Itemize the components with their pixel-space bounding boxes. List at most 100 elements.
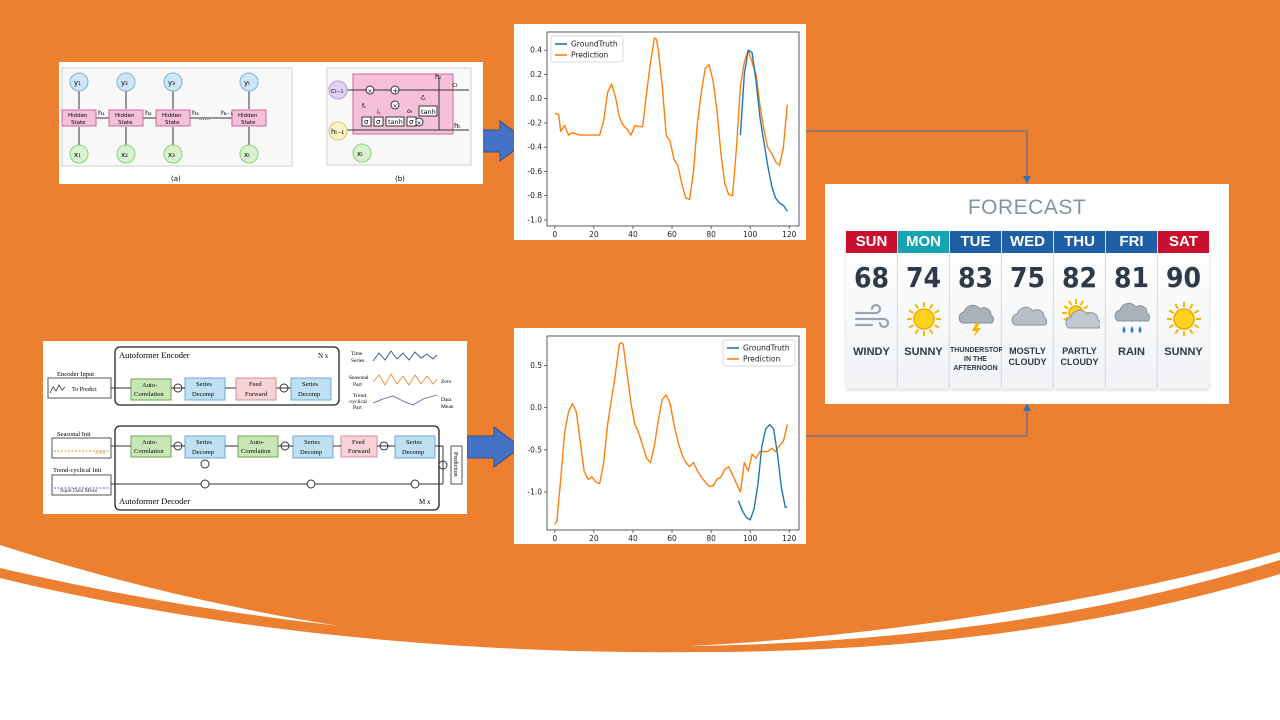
legend-box [722, 339, 796, 367]
day-temperature: 82 [1061, 261, 1098, 294]
legend-seasonal-1: Seasonal [349, 375, 369, 381]
h-prev-label: hₜ₋₁ [331, 128, 344, 136]
dec-feed-label-1: Feed [352, 439, 365, 446]
sun-icon [1167, 302, 1201, 336]
series-line-groundtruth [737, 423, 788, 521]
candidate-tanh: tanh [388, 118, 403, 126]
input-label: x₃ [168, 151, 175, 159]
legend-mean-1: Data [441, 397, 452, 403]
o-label: oₜ [407, 108, 413, 115]
lstm-diagram: y₁ Hidden State x₁ y₂ Hidden State x₂ y₃ Hidden St… [59, 62, 483, 184]
x-tick-label: 40 [628, 534, 638, 543]
forget-multiply: × [368, 88, 373, 95]
input-multiply: × [393, 103, 398, 110]
y-tick-label: -0.4 [527, 143, 542, 152]
day-name: MON [898, 231, 949, 253]
encoder-title: Autoformer Encoder [119, 350, 190, 360]
legend-label: GroundTruth [571, 40, 618, 49]
x-tick-label: 60 [667, 230, 677, 239]
day-condition: MOSTLY CLOUDY [1008, 346, 1047, 367]
forecast-day-fri: FRI 81 RAIN [1106, 231, 1157, 389]
enc-series2-label-2: Decomp [298, 391, 320, 398]
cell-label-2: State [118, 120, 133, 126]
input-gate: σ [376, 118, 381, 126]
input-label: x₂ [121, 151, 128, 159]
y-tick-label: -1.0 [527, 215, 542, 224]
forecast-day-wed: WED 75 MOSTLY CLOUDY [1002, 231, 1053, 389]
day-temperature: 74 [905, 261, 942, 294]
forecast-day-thu: THU 82 PARTLY CLOUDY [1054, 231, 1105, 389]
x-in-label: xₜ [357, 150, 363, 158]
x-tick-label: 100 [743, 534, 758, 543]
legend-zero: Zero [441, 379, 452, 385]
zero-label: Zero [95, 450, 106, 456]
partly-cloudy-icon [1062, 299, 1100, 329]
series-line-groundtruth [739, 49, 788, 212]
decoder-title: Autoformer Decoder [119, 496, 190, 506]
series-line-prediction [554, 341, 788, 525]
forget-gate: σ [364, 118, 369, 126]
x-tick-label: 0 [552, 230, 557, 239]
enc-feed-label-2: Forward [245, 391, 268, 398]
input-mean-label: Input Data Mean [60, 488, 98, 494]
y-tick-label: 0.0 [530, 94, 542, 103]
legend-mean-2: Mean [441, 404, 454, 410]
hidden-label: h₃ [192, 109, 199, 117]
input-node [163, 144, 183, 164]
h-out-label: hₜ [435, 73, 442, 81]
x-tick-label: 0 [552, 534, 557, 543]
dec-series2-label-2: Decomp [300, 449, 322, 456]
output-tanh: tanh [421, 108, 436, 116]
rnn-cell: y₁HiddenStatex₁y₂HiddenStatex₂y₃HiddenSt… [61, 72, 267, 164]
y-tick-label: -1.0 [527, 488, 542, 497]
x-tick-label: 120 [782, 534, 797, 543]
encoder-repeat: N x [318, 352, 329, 360]
seasonal-init-label: Seasonal Init [57, 431, 91, 438]
cell-label-2: State [241, 120, 256, 126]
dec-auto-corr-label-2: Correlation [134, 448, 164, 455]
forecast-day-sat: SAT 90 SUNNY [1158, 231, 1209, 389]
legend-label: Prediction [743, 355, 781, 364]
caption-a: (a) [171, 175, 181, 183]
dec-series-label-2: Decomp [192, 449, 214, 456]
h-next-label: hₜ [454, 122, 461, 130]
ellipsis: ...... [199, 115, 211, 122]
day-condition: SUNNY [1164, 346, 1203, 358]
plot-area [546, 335, 800, 531]
decoder-repeat: M x [419, 498, 431, 506]
hidden-state-cell [155, 109, 191, 127]
encoder-input-label: Encoder Input [57, 371, 94, 378]
output-node [69, 72, 89, 92]
lstm-prediction-chart: 0 20 40 60 80 100 120 -1.0 -0.8 -0.6 -0.4 -0.2 0.0 0.… [514, 24, 806, 240]
day-name: FRI [1106, 231, 1157, 253]
cell-label-2: State [71, 120, 86, 126]
weather-forecast: FORECAST SUN 68 WINDY MON 74 SUNNY TUE 83 THUNDE… [825, 184, 1229, 404]
cell-label-1: Hidden [238, 113, 258, 119]
x-tick-label: 80 [706, 534, 716, 543]
dec-auto-corr2-label-2: Correlation [241, 448, 271, 455]
hidden-state-cell [231, 109, 267, 127]
legend-label: GroundTruth [743, 344, 790, 353]
dec-series3-label-2: Decomp [402, 449, 424, 456]
y-tick-label: -0.5 [527, 445, 542, 454]
rain-icon [1114, 302, 1151, 333]
legend-seasonal-2: Part [353, 382, 362, 388]
day-name: THU [1054, 231, 1105, 253]
day-condition: THUNDERSTORMS IN THE AFTERNOON [950, 347, 1015, 372]
autoformer-diagram: Autoformer Encoder N x Encoder Input To … [43, 341, 467, 514]
x-tick-label: 20 [589, 230, 599, 239]
forecast-day-tue: TUE 83 THUNDERSTORMS IN THE AFTERNOON [950, 231, 1015, 389]
y-tick-label: -0.6 [527, 167, 542, 176]
output-node [163, 72, 183, 92]
arrow-autoformer-to-chart [466, 426, 522, 468]
day-condition: RAIN [1118, 346, 1145, 358]
y-tick-label: 0.0 [530, 403, 542, 412]
thunderstorm-icon [958, 304, 995, 338]
output-label: y₁ [74, 79, 81, 87]
x-tick-label: 100 [743, 230, 758, 239]
f-label: fₜ [362, 103, 366, 110]
output-label: y₂ [121, 79, 128, 87]
enc-auto-corr-label-2: Correlation [134, 391, 164, 398]
dec-series-label-1: Series [196, 439, 212, 446]
hidden-label: h₁ [98, 109, 105, 117]
